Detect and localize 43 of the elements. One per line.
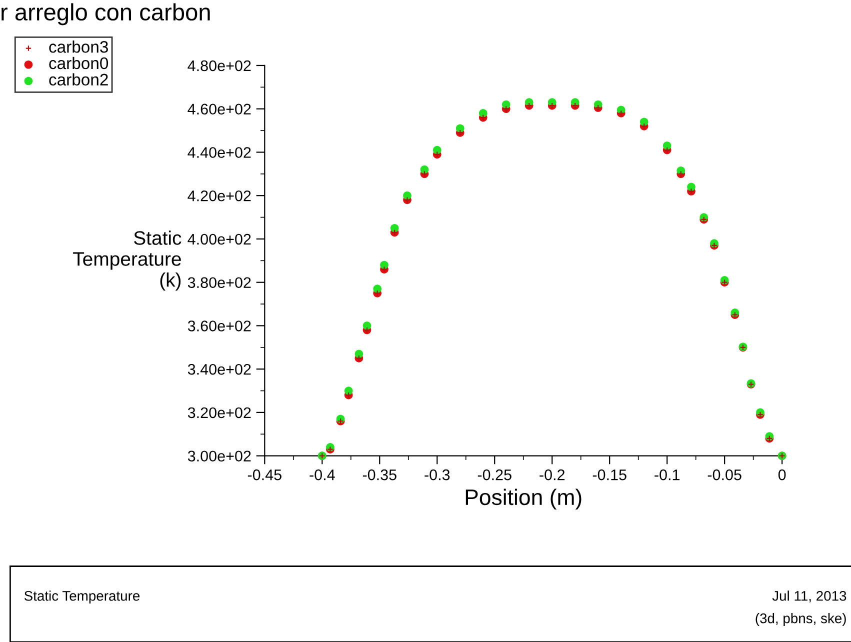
x-tick-label: 0 <box>778 469 786 480</box>
text: (3d, pbns, ske) <box>756 613 846 626</box>
point <box>420 165 429 174</box>
x-tick-label: -0.3 <box>424 469 450 480</box>
chart-title: r arreglo con carbon <box>2 3 210 26</box>
x-tick-label: -0.1 <box>654 469 680 480</box>
y-tick-label: 4.40e+02 <box>188 147 251 158</box>
x-tick-label: -0.15 <box>592 469 626 480</box>
legend-label: carbon0 <box>49 56 108 70</box>
text: Static Temperature <box>24 590 140 604</box>
point <box>478 109 488 118</box>
y-tick-label: 3.20e+02 <box>188 407 251 418</box>
point <box>362 322 372 330</box>
point <box>456 124 464 133</box>
point <box>502 100 510 109</box>
x-tick-label: -0.45 <box>248 469 282 480</box>
x-tick-label: -0.4 <box>310 469 335 480</box>
point <box>373 284 382 294</box>
point <box>344 386 353 395</box>
x-tick-label: -0.35 <box>362 469 396 480</box>
text: Jul 11, 2013 <box>772 590 846 602</box>
point <box>354 350 364 358</box>
point <box>390 224 399 232</box>
y-tick-label: 3.00e+02 <box>188 450 251 462</box>
point <box>432 146 442 154</box>
x-axis-title: Position (m) <box>466 488 582 510</box>
y-tick-label: 4.20e+02 <box>188 190 251 202</box>
y-tick-label: 3.40e+02 <box>188 364 251 375</box>
y-tick-label: 4.80e+02 <box>188 60 251 72</box>
x-tick-label: -0.25 <box>478 469 512 480</box>
y-tick-label: 3.80e+02 <box>188 277 251 288</box>
y-axis-title: Static Temperature (k) <box>73 230 182 291</box>
y-tick-label: 3.60e+02 <box>188 320 251 332</box>
point <box>640 118 648 126</box>
x-tick-label: -0.05 <box>708 469 742 480</box>
point <box>380 260 388 270</box>
x-tick-label: -0.2 <box>540 469 565 480</box>
y-tick-label: 4.00e+02 <box>188 234 251 245</box>
y-tick-label: 4.60e+02 <box>188 104 251 115</box>
legend-label: carbon2 <box>49 73 108 86</box>
legend-label: carbon3 <box>49 40 108 53</box>
point <box>662 142 672 150</box>
point <box>403 191 412 200</box>
